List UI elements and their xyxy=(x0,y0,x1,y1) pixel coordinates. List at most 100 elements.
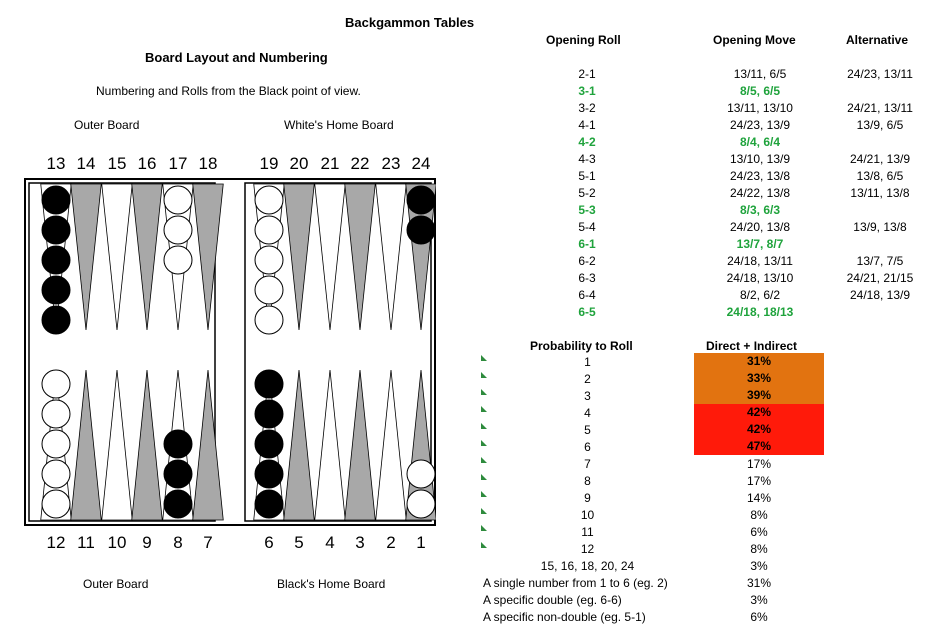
probability-value: 33% xyxy=(694,370,824,387)
probability-value: 6% xyxy=(750,525,768,539)
opening-alt-cell: 24/18, 13/9 xyxy=(849,288,911,302)
probability-label: 9 xyxy=(584,491,591,505)
probability-label: 1 xyxy=(584,355,591,369)
probability-label: A single number from 1 to 6 (eg. 2) xyxy=(483,576,668,590)
point-number-21: 21 xyxy=(320,154,340,173)
point-number-4: 4 xyxy=(325,533,335,552)
bottom-home-board-label: Black's Home Board xyxy=(277,577,386,591)
opening-roll-cell: 5-2 xyxy=(578,186,596,200)
white-checker xyxy=(41,489,71,519)
top-point-triangle-8 xyxy=(283,183,315,331)
opening-roll-cell: 6-4 xyxy=(578,288,596,302)
cell-comment-marker xyxy=(481,372,487,378)
opening-move-cell: 13/11, 13/10 xyxy=(727,101,793,115)
point-number-19: 19 xyxy=(259,154,279,173)
opening-move-cell: 24/18, 13/11 xyxy=(727,254,793,268)
opening-alt-cell: 13/9, 13/8 xyxy=(853,220,907,234)
point-number-7: 7 xyxy=(203,533,213,552)
bottom-outer-board-label: Outer Board xyxy=(83,577,149,591)
opening-move-cell: 24/18, 18/13 xyxy=(726,305,794,319)
point-number-1: 1 xyxy=(416,533,426,552)
white-checker xyxy=(163,185,193,215)
point-number-17: 17 xyxy=(168,154,188,173)
cell-comment-marker xyxy=(481,440,487,446)
probability-label: A specific double (eg. 6-6) xyxy=(483,593,622,607)
probability-value: 31% xyxy=(694,353,824,370)
point-number-24: 24 xyxy=(411,154,431,173)
point-number-22: 22 xyxy=(350,154,370,173)
black-checker xyxy=(406,215,436,245)
black-checker xyxy=(41,305,71,335)
point-number-3: 3 xyxy=(355,533,365,552)
top-outer-board-label: Outer Board xyxy=(74,118,140,132)
probability-label: 12 xyxy=(580,542,595,556)
point-number-14: 14 xyxy=(76,154,96,173)
opening-move-cell: 24/23, 13/9 xyxy=(729,118,791,132)
white-checker xyxy=(41,429,71,459)
black-checker xyxy=(254,489,284,519)
opening-roll-cell: 4-2 xyxy=(578,135,596,149)
opening-move-cell: 13/7, 8/7 xyxy=(736,237,784,251)
opening-move-cell: 8/4, 6/4 xyxy=(739,135,781,149)
opening-move-cell: 8/3, 6/3 xyxy=(739,203,781,217)
white-checker xyxy=(163,245,193,275)
white-checker xyxy=(254,185,284,215)
bottom-point-triangle-10 xyxy=(344,369,376,521)
probability-label: 6 xyxy=(584,440,591,454)
opening-roll-cell: 5-3 xyxy=(578,203,596,217)
bottom-point-triangle-9 xyxy=(314,369,346,521)
probability-value: 47% xyxy=(694,438,824,455)
point-number-18: 18 xyxy=(198,154,218,173)
bottom-point-triangle-2 xyxy=(70,369,102,521)
black-checker xyxy=(163,429,193,459)
probability-value: 42% xyxy=(694,421,824,438)
white-checker xyxy=(254,275,284,305)
bottom-point-triangle-11 xyxy=(375,369,407,521)
opening-roll-cell: 6-2 xyxy=(578,254,596,268)
point-number-2: 2 xyxy=(386,533,396,552)
bottom-point-triangle-8 xyxy=(283,369,315,521)
opening-move-cell: 13/11, 6/5 xyxy=(733,67,787,81)
opening-roll-cell: 5-4 xyxy=(578,220,596,234)
probability-value: 8% xyxy=(750,508,768,522)
black-checker xyxy=(41,275,71,305)
black-checker xyxy=(41,245,71,275)
black-checker xyxy=(254,369,284,399)
probability-value: 17% xyxy=(746,474,772,488)
board-subheading: Numbering and Rolls from the Black point… xyxy=(96,84,361,98)
probability-label: 5 xyxy=(584,423,591,437)
top-home-board-label: White's Home Board xyxy=(284,118,394,132)
point-number-16: 16 xyxy=(137,154,157,173)
opening-roll-cell: 6-5 xyxy=(578,305,596,319)
opening-roll-cell: 6-3 xyxy=(578,271,596,285)
top-point-triangle-4 xyxy=(131,183,163,331)
top-point-triangle-6 xyxy=(192,183,224,331)
probability-value: 6% xyxy=(750,610,768,624)
top-point-triangle-10 xyxy=(344,183,376,331)
white-checker xyxy=(254,215,284,245)
probability-value: 17% xyxy=(746,457,772,471)
bottom-point-triangle-6 xyxy=(192,369,224,521)
board-heading: Board Layout and Numbering xyxy=(145,50,328,65)
white-checker xyxy=(41,399,71,429)
probability-value: 8% xyxy=(750,542,768,556)
opening-roll-cell: 2-1 xyxy=(578,67,596,81)
black-checker xyxy=(254,399,284,429)
point-number-9: 9 xyxy=(142,533,152,552)
opening-alt-cell: 13/8, 6/5 xyxy=(856,169,904,183)
point-number-10: 10 xyxy=(107,533,127,552)
probability-label: 4 xyxy=(584,406,591,420)
white-checker xyxy=(41,459,71,489)
white-checker xyxy=(41,369,71,399)
black-checker xyxy=(406,185,436,215)
page-title: Backgammon Tables xyxy=(345,15,475,30)
opening-move-cell: 24/18, 13/10 xyxy=(726,271,794,285)
white-checker xyxy=(163,215,193,245)
black-checker xyxy=(41,215,71,245)
probability-value: 3% xyxy=(750,559,768,573)
cell-comment-marker xyxy=(481,423,487,429)
opening-move-header: Opening Move xyxy=(713,33,796,47)
probability-value: 39% xyxy=(694,387,824,404)
probability-label: 11 xyxy=(581,525,594,539)
probability-label: 3 xyxy=(584,389,591,403)
